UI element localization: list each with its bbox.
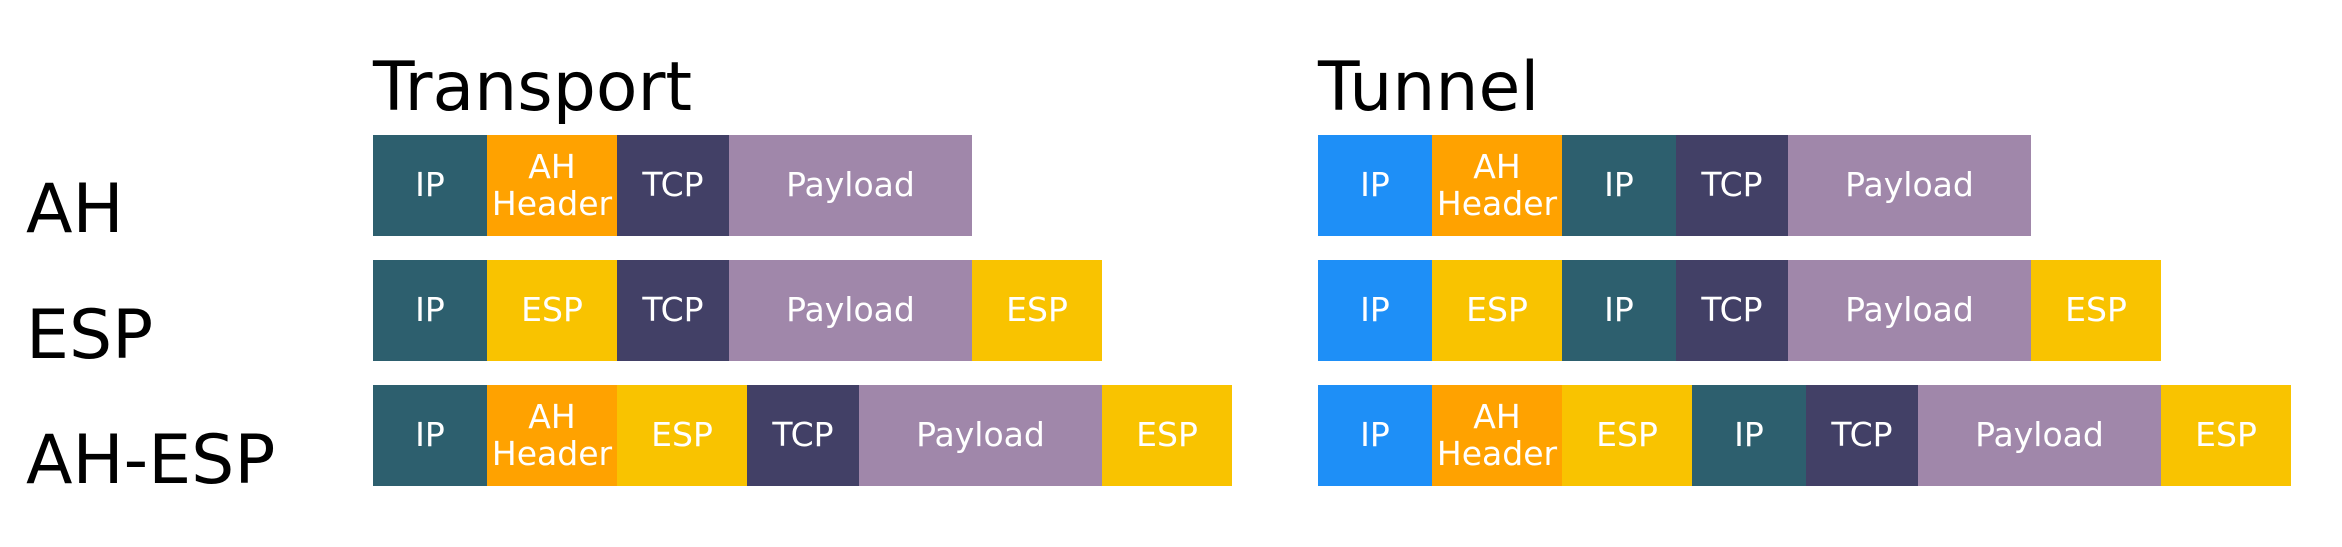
- ah-header-segment: AH Header: [1432, 385, 1562, 486]
- transport-ah-esp-packet: IP AH Header ESP TCP Payload ESP: [373, 385, 1232, 486]
- esp-segment: ESP: [617, 385, 747, 486]
- payload-segment: Payload: [729, 135, 972, 236]
- esp-segment: ESP: [487, 260, 617, 361]
- ip-segment: IP: [1562, 135, 1676, 236]
- esp-segment: ESP: [2031, 260, 2161, 361]
- payload-segment: Payload: [1918, 385, 2161, 486]
- ip-segment: IP: [373, 385, 487, 486]
- ip-segment: IP: [1562, 260, 1676, 361]
- tcp-segment: TCP: [1806, 385, 1918, 486]
- esp-segment: ESP: [1102, 385, 1232, 486]
- outer-ip-segment: IP: [1318, 260, 1432, 361]
- ah-header-segment: AH Header: [1432, 135, 1562, 236]
- ah-header-segment: AH Header: [487, 385, 617, 486]
- tunnel-esp-packet: IP ESP IP TCP Payload ESP: [1318, 260, 2161, 361]
- ip-segment: IP: [373, 260, 487, 361]
- tcp-segment: TCP: [617, 135, 729, 236]
- row-label-esp: ESP: [26, 296, 154, 375]
- row-label-ah-esp: AH-ESP: [26, 421, 276, 500]
- payload-segment: Payload: [859, 385, 1102, 486]
- ip-segment: IP: [373, 135, 487, 236]
- row-label-ah: AH: [26, 170, 124, 249]
- transport-esp-packet: IP ESP TCP Payload ESP: [373, 260, 1102, 361]
- esp-segment: ESP: [972, 260, 1102, 361]
- tunnel-ah-packet: IP AH Header IP TCP Payload: [1318, 135, 2031, 236]
- payload-segment: Payload: [1788, 135, 2031, 236]
- payload-segment: Payload: [1788, 260, 2031, 361]
- transport-heading: Transport: [373, 48, 693, 127]
- payload-segment: Payload: [729, 260, 972, 361]
- outer-ip-segment: IP: [1318, 385, 1432, 486]
- outer-ip-segment: IP: [1318, 135, 1432, 236]
- esp-segment: ESP: [2161, 385, 2291, 486]
- esp-segment: ESP: [1562, 385, 1692, 486]
- tcp-segment: TCP: [1676, 260, 1788, 361]
- ah-header-segment: AH Header: [487, 135, 617, 236]
- tcp-segment: TCP: [617, 260, 729, 361]
- tcp-segment: TCP: [747, 385, 859, 486]
- tunnel-heading: Tunnel: [1318, 48, 1540, 127]
- transport-ah-packet: IP AH Header TCP Payload: [373, 135, 972, 236]
- tunnel-ah-esp-packet: IP AH Header ESP IP TCP Payload ESP: [1318, 385, 2291, 486]
- esp-segment: ESP: [1432, 260, 1562, 361]
- ip-segment: IP: [1692, 385, 1806, 486]
- tcp-segment: TCP: [1676, 135, 1788, 236]
